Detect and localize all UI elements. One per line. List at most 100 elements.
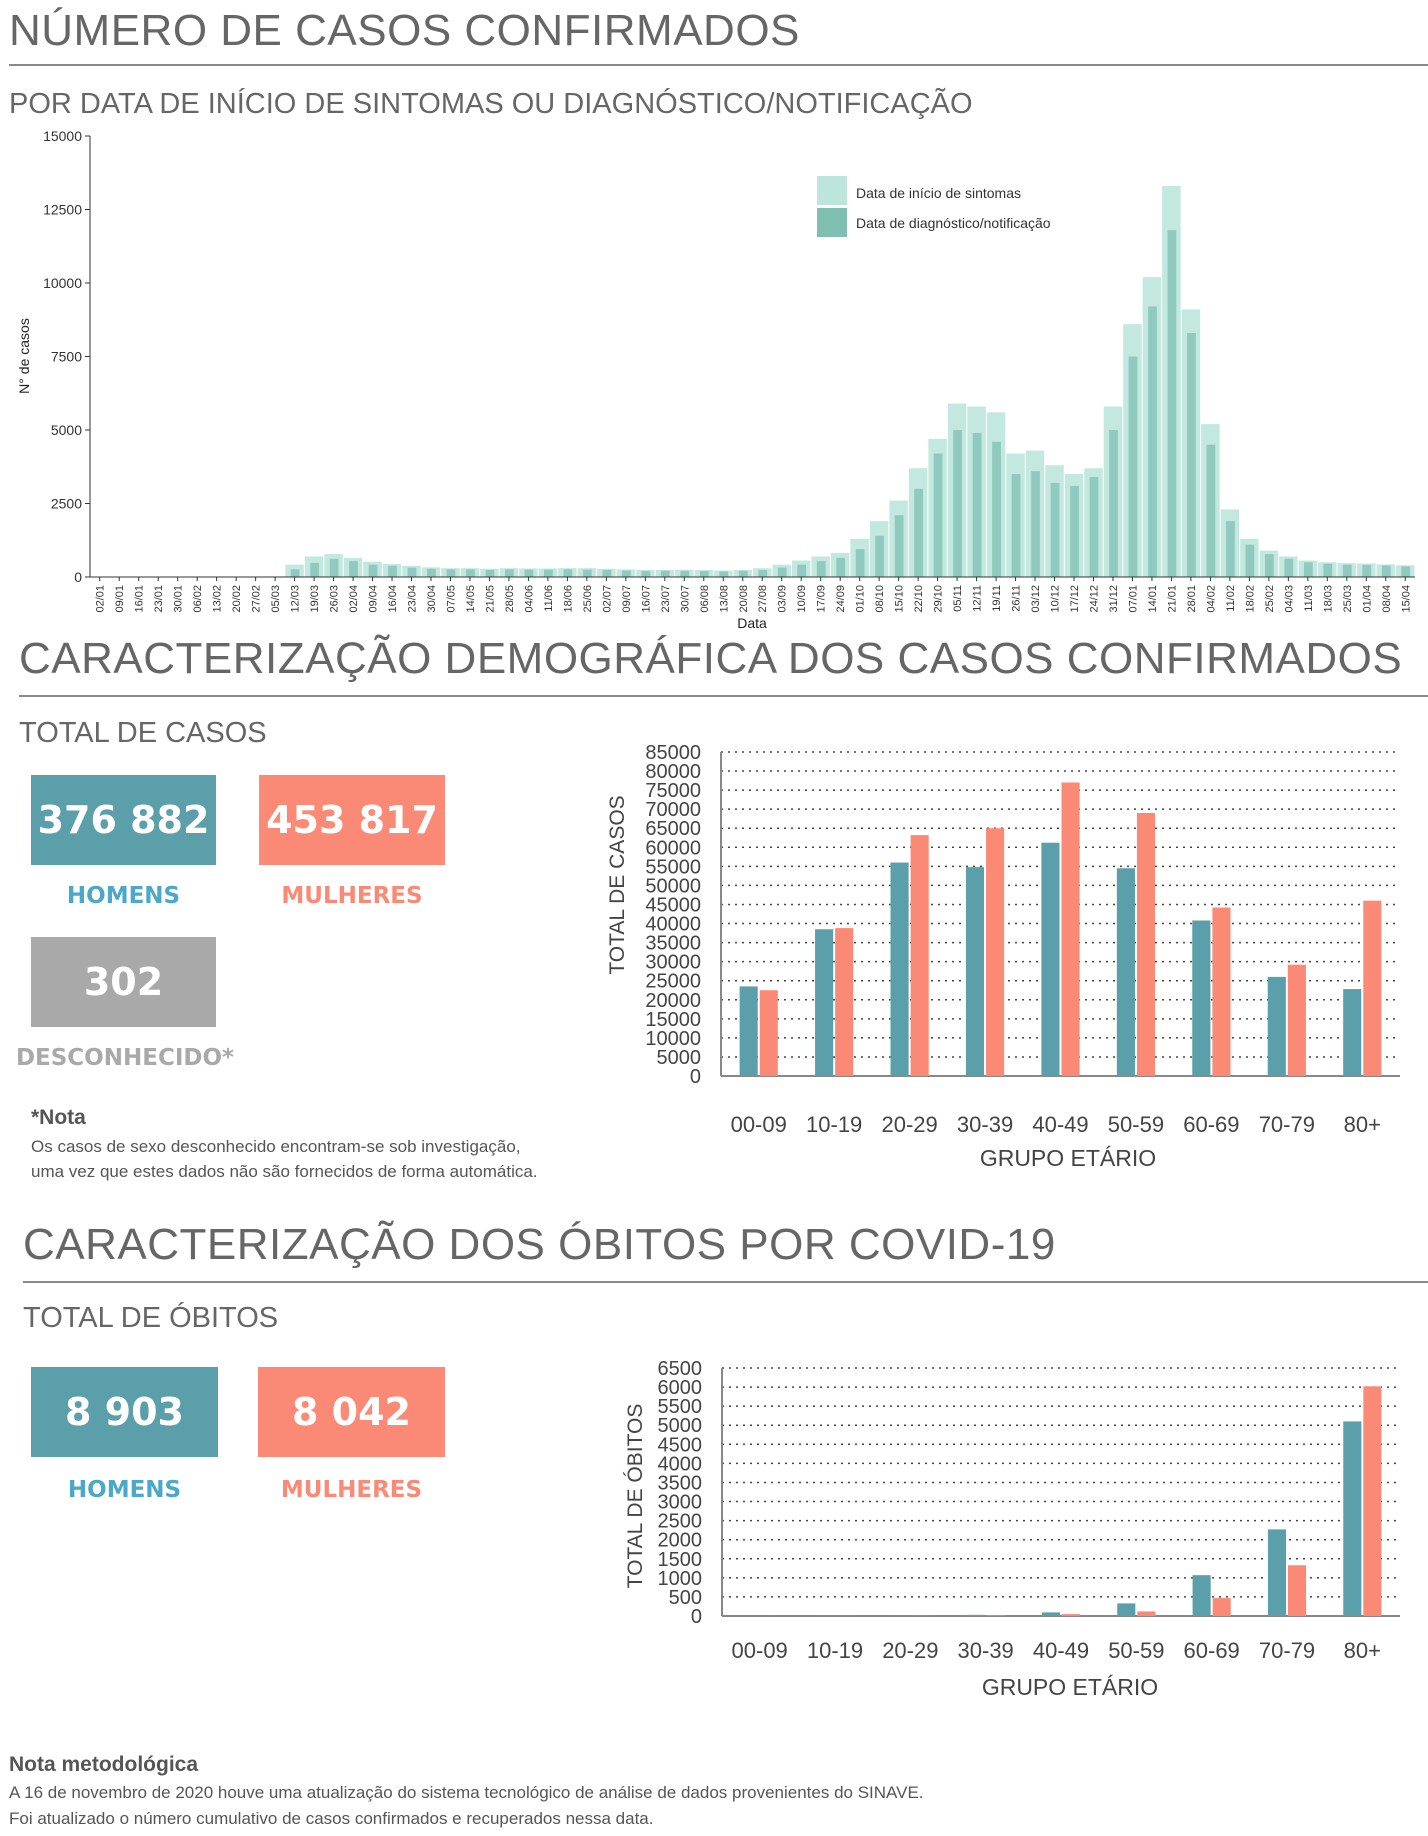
timeline-x-tick-label: 02/04 xyxy=(348,585,360,613)
y-tick-label: 20000 xyxy=(645,990,701,1012)
timeline-x-tick-label: 20/08 xyxy=(738,585,750,613)
y-tick-label: 55000 xyxy=(645,856,701,878)
diagnosis-bar xyxy=(349,561,358,577)
diagnosis-bar xyxy=(544,569,553,577)
men-bar-60-69 xyxy=(1192,1575,1211,1616)
diagnosis-bar xyxy=(1401,566,1411,577)
women-cases-label: MULHERES xyxy=(281,883,423,909)
x-tick-label: 10-19 xyxy=(807,1638,863,1663)
diagnosis-bar xyxy=(427,568,436,577)
timeline-x-tick-label: 09/04 xyxy=(368,585,380,613)
timeline-x-tick-label: 25/02 xyxy=(1264,585,1276,613)
diagnosis-bar xyxy=(407,567,417,577)
men-bar-80+ xyxy=(1343,989,1362,1076)
timeline-x-tick-label: 23/07 xyxy=(660,585,672,613)
x-tick-label: 80+ xyxy=(1344,1638,1381,1663)
x-tick-label: 20-29 xyxy=(882,1638,938,1663)
x-tick-label: 30-39 xyxy=(958,1638,1014,1663)
x-tick-label: 80+ xyxy=(1344,1112,1381,1137)
note-line-1: Os casos de sexo desconhecido encontram-… xyxy=(31,1137,521,1156)
title-divider xyxy=(9,64,1428,66)
diagnosis-bar xyxy=(719,571,729,577)
timeline-x-tick-label: 14/01 xyxy=(1147,585,1159,613)
timeline-x-tick-label: 07/05 xyxy=(445,585,457,613)
unknown-cases-value: 302 xyxy=(31,937,216,1027)
women-bar-20-29 xyxy=(910,835,929,1076)
x-tick-label: 30-39 xyxy=(957,1112,1013,1137)
timeline-x-label: Data xyxy=(737,615,767,631)
diagnosis-bar xyxy=(1148,306,1157,577)
unknown-cases-label: DESCONHECIDO* xyxy=(15,1045,235,1071)
timeline-x-tick-label: 10/09 xyxy=(796,585,808,613)
women-bar-40-49 xyxy=(1062,1614,1081,1616)
timeline-x-tick-label: 30/01 xyxy=(173,585,185,613)
y-tick-label: 80000 xyxy=(645,761,701,783)
y-tick-label: 3000 xyxy=(658,1492,703,1514)
timeline-x-tick-label: 19/11 xyxy=(991,585,1003,612)
deaths-y-axis: 0500100015002000250030003500400045005000… xyxy=(658,1358,703,1628)
diagnosis-bar xyxy=(933,453,943,577)
deaths-divider xyxy=(23,1281,1428,1283)
diagnosis-bar xyxy=(582,569,592,577)
timeline-y-tick-label: 15000 xyxy=(43,128,82,144)
timeline-x-tick-label: 01/10 xyxy=(855,585,867,613)
deaths-title: CARACTERIZAÇÃO DOS ÓBITOS POR COVID-19 xyxy=(23,1220,1056,1269)
x-tick-label: 70-79 xyxy=(1259,1112,1315,1137)
timeline-x-tick-label: 18/06 xyxy=(562,585,574,613)
women-bar-50-59 xyxy=(1136,812,1156,1076)
timeline-x-tick-label: 30/04 xyxy=(426,585,438,613)
diagnosis-bar xyxy=(894,515,904,577)
timeline-x-tick-label: 23/01 xyxy=(153,585,165,613)
timeline-x-tick-label: 05/03 xyxy=(270,585,282,613)
x-tick-label: 60-69 xyxy=(1183,1112,1239,1137)
diagnosis-bar xyxy=(972,432,982,577)
timeline-x-tick-label: 02/01 xyxy=(95,585,107,613)
timeline-x-tick-label: 09/01 xyxy=(114,585,126,613)
men-bar-80+ xyxy=(1343,1421,1362,1616)
x-tick-label: 60-69 xyxy=(1184,1638,1240,1663)
y-tick-label: 1000 xyxy=(658,1568,703,1590)
diagnosis-bar xyxy=(797,564,807,577)
men-bar-40-49 xyxy=(1041,1612,1060,1616)
diagnosis-bar xyxy=(992,441,1001,577)
timeline-x-tick-label: 17/12 xyxy=(1069,585,1081,613)
timeline-x-tick-label: 13/08 xyxy=(718,585,730,613)
y-tick-label: 5000 xyxy=(657,1047,702,1069)
y-tick-label: 3500 xyxy=(658,1472,703,1494)
men-cases-value: 376 882 xyxy=(31,775,216,865)
timeline-y-tick-label: 0 xyxy=(74,569,82,585)
x-tick-label: 10-19 xyxy=(806,1112,862,1137)
y-tick-label: 0 xyxy=(690,1066,701,1088)
women-deaths-value: 8 042 xyxy=(258,1367,445,1457)
diagnosis-bar xyxy=(1128,356,1138,577)
y-tick-label: 70000 xyxy=(645,799,701,821)
timeline-x-tick-label: 27/08 xyxy=(757,585,769,613)
timeline-y-tick-label: 7500 xyxy=(51,349,82,365)
x-tick-label: 40-49 xyxy=(1032,1112,1088,1137)
women-bar-70-79 xyxy=(1288,1565,1307,1616)
diagnosis-bar xyxy=(1303,562,1313,577)
women-bar-80+ xyxy=(1363,1386,1382,1616)
methodology-line-1: A 16 de novembro de 2020 houve uma atual… xyxy=(9,1783,924,1802)
deaths-y-label: TOTAL DE ÓBITOS xyxy=(624,1404,647,1589)
timeline-y-tick-label: 10000 xyxy=(43,275,82,291)
timeline-x-tick-label: 15/10 xyxy=(894,585,906,613)
diagnosis-bar xyxy=(1167,230,1177,577)
women-bar-30-39 xyxy=(986,1615,1005,1616)
timeline-x-tick-label: 20/02 xyxy=(231,585,243,613)
women-bar-00-09 xyxy=(759,990,778,1076)
timeline-x-tick-label: 26/03 xyxy=(329,585,341,613)
diagnosis-bar xyxy=(914,488,923,577)
legend-label-diagnosis: Data de diagnóstico/notificação xyxy=(856,215,1051,231)
diagnosis-bar xyxy=(1323,563,1333,577)
timeline-x-tick-label: 09/07 xyxy=(621,585,633,613)
timeline-x-tick-label: 12/11 xyxy=(972,585,984,612)
timeline-x-tick-label: 03/09 xyxy=(777,585,789,613)
y-tick-label: 5000 xyxy=(658,1415,703,1437)
timeline-x-tick-label: 19/03 xyxy=(309,585,321,613)
y-tick-label: 2500 xyxy=(658,1511,703,1533)
legend-swatch-diagnosis xyxy=(817,208,847,237)
men-bar-10-19 xyxy=(815,929,834,1076)
diagnosis-bar xyxy=(699,571,709,577)
timeline-x-tick-label: 28/05 xyxy=(504,585,516,613)
